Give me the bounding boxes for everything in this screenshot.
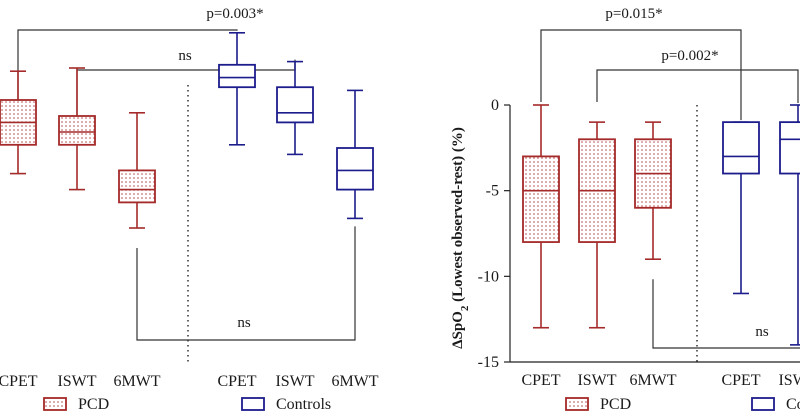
iqr-box [336,147,374,191]
significance-bracket: ns [652,279,800,349]
legend-swatch [751,397,775,411]
legend-swatch [241,397,265,411]
left-box-series [0,31,374,229]
box-controls-cpet [722,121,760,295]
x-tick-label: CPET [721,372,760,389]
box-controls-6mwt [336,89,374,220]
bracket-line [76,59,296,116]
x-tick-label: CPET [0,373,38,390]
box-pcd-6mwt [634,121,672,261]
x-tick-label: CPET [217,373,256,390]
legend-item-pcd: PCD [43,396,109,413]
left-significance-brackets: p=0.003* ns ns [17,6,356,341]
legend-label: Controls [786,396,800,413]
y-tick-label: -10 [478,268,499,285]
box-controls-iswt [276,60,314,156]
x-tick-label: ISWT [275,373,314,390]
bracket-line [540,29,742,121]
iqr-box [58,115,96,146]
iqr-box [722,121,760,175]
significance-bracket: p=0.003* [17,6,264,108]
box-pcd-cpet [0,70,37,175]
significance-label: ns [178,48,192,64]
x-tick-label: ISWT [57,373,96,390]
significance-label: ns [755,324,769,340]
legend: PCD Controls PCD Controls [43,396,800,413]
legend-label: Controls [276,396,331,413]
right-box-series [522,104,800,346]
significance-bracket: p=0.015* [540,6,742,121]
x-tick-label: ISWT [778,372,800,389]
right-x-tick-labels: CPET ISWT 6MWT CPET ISWT [521,372,800,389]
x-tick-label: ISWT [577,372,616,389]
box-pcd-cpet [522,104,560,329]
box-controls-iswt [779,104,800,346]
legend-item-controls: Controls [241,396,331,413]
iqr-box [779,121,800,175]
right-y-ticks: 0 -5 -10 -15 [478,97,510,371]
left-x-tick-labels: CPET ISWT 6MWT CPET ISWT 6MWT [0,373,379,390]
iqr-box [522,155,560,243]
box-controls-cpet [218,31,256,146]
x-tick-label: CPET [521,372,560,389]
significance-label: p=0.015* [605,6,662,22]
iqr-box [118,169,156,204]
bracket-line [652,279,800,349]
legend-label: PCD [78,396,109,413]
y-tick-label: -15 [478,354,499,371]
significance-bracket: ns [136,226,356,341]
legend-swatch [43,397,67,411]
iqr-box [276,86,314,124]
x-tick-label: 6MWT [113,373,160,390]
box-pcd-iswt [578,121,616,329]
box-pcd-6mwt [118,112,156,229]
significance-label: p=0.002* [661,48,718,64]
right-panel: ΔSpO2 (Lowest observed-rest) (%) 0 -5 -10 -… [450,6,800,389]
significance-bracket: ns [76,48,296,116]
x-tick-label: 6MWT [331,373,378,390]
legend-label: PCD [600,396,631,413]
significance-label: p=0.003* [206,6,263,22]
bracket-line [17,29,238,108]
y-tick-label: 0 [491,97,499,114]
significance-label: ns [237,315,251,331]
bracket-line [136,226,356,341]
y-axis-label: ΔSpO2 (Lowest observed-rest) (%) [450,127,471,349]
y-tick-label: -5 [486,183,499,200]
significance-bracket: p=0.002* [596,48,799,103]
box-pcd-iswt [58,67,96,191]
left-panel: p=0.003* ns ns CPET ISWT 6MWT CPET ISWT 6MWT [0,6,379,390]
legend-item-pcd: PCD [565,396,631,413]
legend-item-controls: Controls [751,396,800,413]
bracket-line [596,69,799,103]
legend-swatch [565,397,589,411]
right-significance-brackets: p=0.015* p=0.002* ns [540,6,800,349]
x-tick-label: 6MWT [629,372,676,389]
iqr-box [218,63,256,89]
